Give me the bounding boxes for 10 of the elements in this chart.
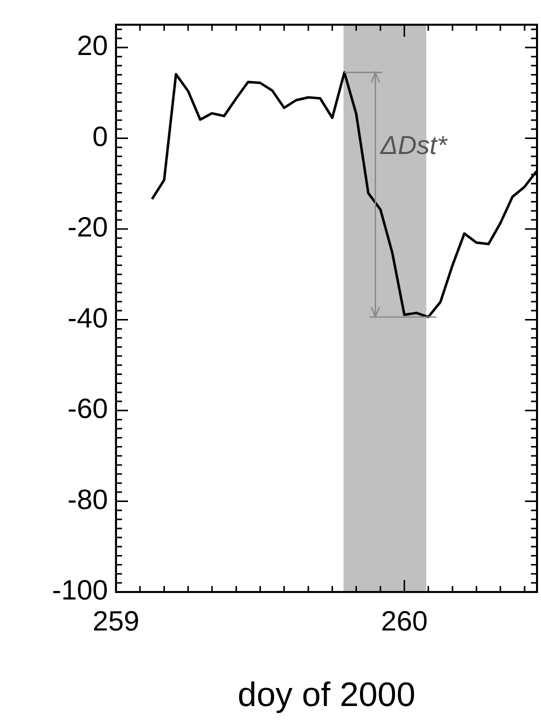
y-tick-label: -40 <box>68 302 108 334</box>
y-tick-label: -100 <box>52 574 108 606</box>
y-tick-label: -80 <box>68 484 108 515</box>
y-tick-label: 0 <box>92 120 108 152</box>
x-tick-label: 260 <box>380 606 428 637</box>
x-tick-label: 259 <box>92 606 140 637</box>
y-tick-label: -60 <box>68 393 108 424</box>
y-tick-label: -20 <box>68 212 108 243</box>
y-tick-label: 20 <box>76 30 108 62</box>
x-axis-title: doy of 2000 <box>238 676 416 714</box>
